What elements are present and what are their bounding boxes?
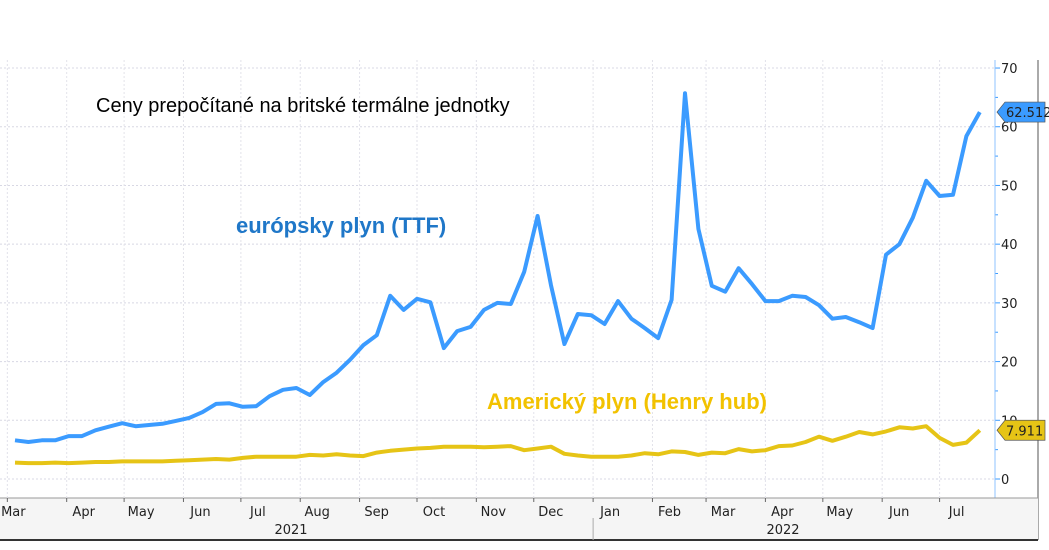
y-tick-label: 40 <box>1001 238 1018 253</box>
plot-area <box>0 60 1038 498</box>
x-tick-label: Nov <box>481 505 507 520</box>
x-tick-label: Jun <box>189 505 210 520</box>
x-tick-label: Feb <box>658 505 681 520</box>
x-tick-label: Apr <box>72 505 95 520</box>
y-tick-label: 50 <box>1001 179 1018 194</box>
series-line-henry-hub <box>14 424 982 466</box>
x-tick-label: Jul <box>948 505 965 520</box>
x-tick-label: Oct <box>423 505 445 520</box>
x-tick-label: May <box>826 505 853 520</box>
x-tick-label: Jan <box>599 505 620 520</box>
x-tick-label: Mar <box>1 505 26 520</box>
last-value-tag <box>996 101 1046 123</box>
year-label: 2021 <box>274 523 307 538</box>
chart-title: Ceny prepočítané na britské termálne jed… <box>96 95 510 117</box>
x-tick-label: Sep <box>364 505 389 520</box>
x-tick-label: Mar <box>711 505 736 520</box>
x-tick-label: Aug <box>305 505 330 520</box>
x-tick-label: Jul <box>249 505 266 520</box>
last-value-tag <box>996 419 1046 441</box>
x-tick-label: Dec <box>538 505 563 520</box>
y-tick-label: 20 <box>1001 356 1018 371</box>
series-label-henry-hub: Americký plyn (Henry hub) <box>487 389 767 414</box>
y-tick-label: 0 <box>1001 473 1009 488</box>
series-label-ttf: európsky plyn (TTF) <box>236 213 447 238</box>
x-tick-label: Apr <box>771 505 794 520</box>
last-value-label: 7.911 <box>1006 424 1043 439</box>
x-tick-label: Jun <box>888 505 909 520</box>
y-tick-label: 60 <box>1001 121 1018 136</box>
series-line-ttf <box>14 91 982 444</box>
y-tick-label: 30 <box>1001 297 1018 312</box>
x-axis-band <box>0 498 1038 540</box>
y-tick-label: 70 <box>1001 62 1018 77</box>
last-value-label: 62.512 <box>1006 106 1049 121</box>
x-tick-label: May <box>128 505 155 520</box>
year-label: 2022 <box>766 523 799 538</box>
